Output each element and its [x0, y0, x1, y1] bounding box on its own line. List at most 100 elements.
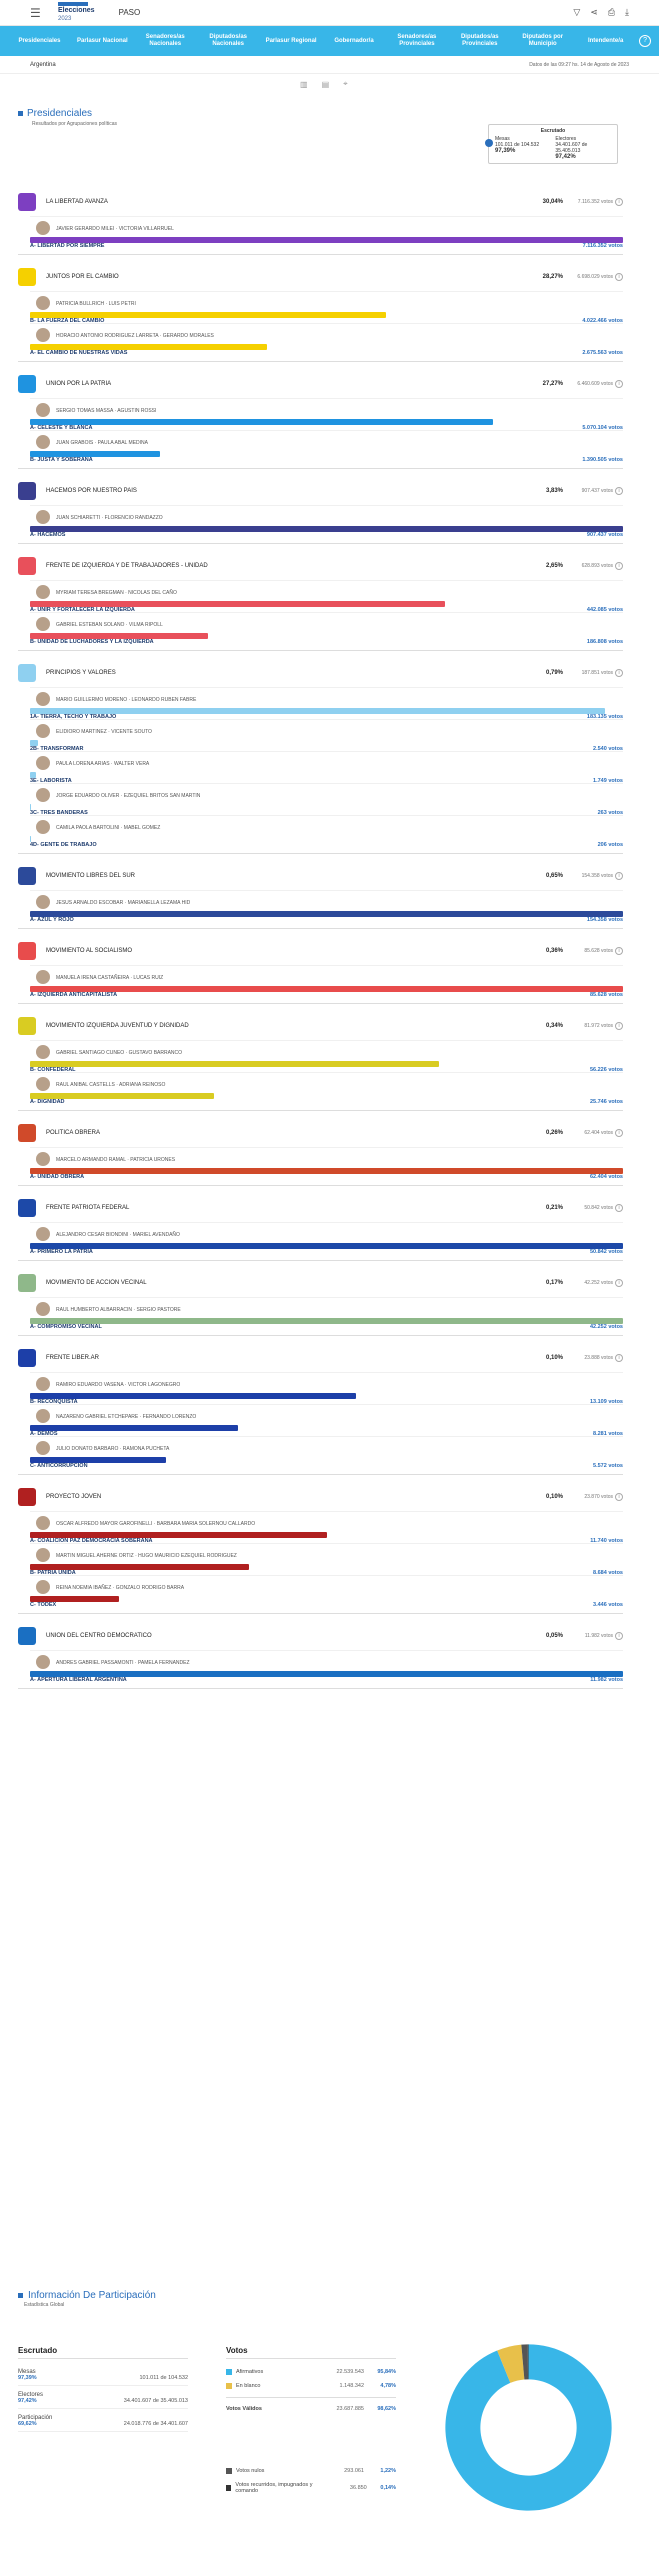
- download-icon[interactable]: ⤓: [625, 7, 629, 17]
- lista-row[interactable]: HORACIO ANTONIO RODRIGUEZ LARRETA · GERA…: [30, 323, 623, 356]
- help-icon[interactable]: ?: [639, 35, 652, 47]
- lista-row[interactable]: JUAN SCHIARETTI · FLORENCIO RANDAZZO A- H…: [30, 505, 623, 538]
- share-icon[interactable]: ⋖: [590, 7, 598, 17]
- candidate-avatar: [36, 1655, 50, 1669]
- print-icon[interactable]: ⎙: [607, 7, 616, 17]
- info-icon[interactable]: i: [615, 669, 623, 677]
- info-icon[interactable]: i: [615, 1129, 623, 1137]
- info-icon[interactable]: i: [615, 947, 623, 955]
- nav-item[interactable]: Diputados/as Provinciales: [460, 34, 499, 47]
- agrupacion-header[interactable]: MOVIMIENTO IZQUIERDA JUVENTUD Y DIGNIDAD…: [18, 1012, 623, 1040]
- agrupacion-block: MOVIMIENTO AL SOCIALISMO 0,36% 85.628 voto…: [18, 937, 623, 1004]
- lista-votes: 8.684 votos: [593, 1570, 623, 1576]
- agrupacion-header[interactable]: PROYECTO JOVEN 0,10% 23.870 votos i: [18, 1483, 623, 1511]
- agrupacion-header[interactable]: FRENTE LIBER.AR 0,10% 23.888 votos i: [18, 1344, 623, 1372]
- agrupacion-header[interactable]: FRENTE DE IZQUIERDA Y DE TRABAJADORES - …: [18, 552, 623, 580]
- agrupacion-header[interactable]: UNION POR LA PATRIA 27,27% 6.460.609 votos…: [18, 370, 623, 398]
- info-icon[interactable]: i: [615, 1632, 623, 1640]
- lista-row[interactable]: PATRICIA BULLRICH · LUIS PETRI B- LA FUER…: [30, 291, 623, 324]
- nav-item[interactable]: Gobernador/a: [334, 37, 374, 44]
- info-icon[interactable]: i: [615, 380, 623, 388]
- lista-row[interactable]: GABRIEL ESTEBAN SOLANO · VILMA RIPOLL B- …: [30, 612, 623, 645]
- lista-row[interactable]: RAUL ANIBAL CASTELLS · ADRIANA REINOSO A-…: [30, 1072, 623, 1105]
- filter-icon[interactable]: ▽: [573, 7, 581, 17]
- agrupacion-votes: 23.870 votos: [584, 1494, 613, 1500]
- info-icon[interactable]: i: [615, 1022, 623, 1030]
- agrupacion-header[interactable]: HACEMOS POR NUESTRO PAIS 3,83% 907.437 vot…: [18, 477, 623, 505]
- lista-row[interactable]: NAZARENO GABRIEL ETCHEPARE · FERNANDO LO…: [30, 1404, 623, 1437]
- nav-item[interactable]: Parlasur Nacional: [77, 37, 128, 44]
- agrupacion-header[interactable]: JUNTOS POR EL CAMBIO 28,27% 6.698.029 voto…: [18, 263, 623, 291]
- agrupacion-name: JUNTOS POR EL CAMBIO: [46, 274, 119, 280]
- lista-row[interactable]: MARCELO ARMANDO RAMAL · PATRICIA URONES A…: [30, 1147, 623, 1180]
- lista-row[interactable]: JAVIER GERARDO MILEI · VICTORIA VILLARRU…: [30, 216, 623, 249]
- info-icon[interactable]: i: [615, 1204, 623, 1212]
- votos-row: Afirmativos 22.539.543 95,84%: [226, 2369, 396, 2375]
- escrutado-row: Mesas 101.011 de 104.532 97,39% Electore…: [495, 136, 611, 160]
- lista-row[interactable]: JULIO DONATO BARBARO · RAMONA PUCHETA C- …: [30, 1436, 623, 1469]
- nav-item[interactable]: Diputados por Municipio: [522, 34, 564, 47]
- lista-votes: 2.675.563 votos: [582, 350, 623, 356]
- lista-row[interactable]: MANUELA IRENA CASTAÑEIRA · LUCAS RUIZ A- …: [30, 965, 623, 998]
- nav-item[interactable]: Parlasur Regional: [265, 37, 317, 44]
- info-icon[interactable]: i: [615, 487, 623, 495]
- hamburger-icon[interactable]: ☰: [30, 5, 41, 20]
- candidates-names: OSCAR ALFREDO MAYOR GAROFINELLI · BARBAR…: [56, 1521, 256, 1527]
- info-icon[interactable]: i: [615, 562, 623, 570]
- lista-row[interactable]: OSCAR ALFREDO MAYOR GAROFINELLI · BARBAR…: [30, 1511, 623, 1544]
- lista-row[interactable]: PAULA LORENA ARIAS · WALTER VERA 3E- LABO…: [30, 751, 623, 784]
- lista-votes: 25.746 votos: [589, 1099, 623, 1105]
- lista-row[interactable]: JUAN GRABOIS · PAULA ABAL MEDINA B- JUSTA…: [30, 430, 623, 463]
- lista-row[interactable]: CAMILA PAOLA BARTOLINI · MABEL GOMEZ 4D- …: [30, 815, 623, 848]
- country-label[interactable]: Argentina: [30, 61, 56, 68]
- candidates-names: JAVIER GERARDO MILEI · VICTORIA VILLARRU…: [56, 226, 174, 232]
- agrupacion-header[interactable]: LA LIBERTAD AVANZA 30,04% 7.116.352 votos i: [18, 188, 623, 216]
- lista-vote-bar: [30, 344, 268, 350]
- nav-item[interactable]: Senadores/as Nacionales: [145, 34, 185, 47]
- info-icon[interactable]: i: [615, 1279, 623, 1287]
- lista-row[interactable]: RAUL HUMBERTO ALBARRACIN · SERGIO PASTOR…: [30, 1297, 623, 1330]
- lista-row[interactable]: JESUS ARNALDO ESCOBAR · MARIANELLA LEZAM…: [30, 890, 623, 923]
- lista-name: B- PATRIA UNIDA: [30, 1570, 76, 1576]
- lista-name: A- AZUL Y ROJO: [30, 917, 74, 923]
- info-icon[interactable]: i: [615, 872, 623, 880]
- agrupacion-header[interactable]: UNION DEL CENTRO DEMOCRATICO 0,05% 11.982 …: [18, 1622, 623, 1650]
- fpf-logo: [18, 1199, 36, 1217]
- info-icon[interactable]: i: [615, 1354, 623, 1362]
- nav-item[interactable]: Senadores/as Provinciales: [397, 34, 437, 47]
- bar-chart-icon[interactable]: ▥: [300, 79, 308, 89]
- mas-logo: [18, 942, 36, 960]
- nav-item[interactable]: Presidenciales: [18, 37, 61, 44]
- lista-vote-bar: [30, 1596, 119, 1602]
- lista-row[interactable]: MARTIN MIGUEL AHERNE ORTIZ · HUGO MAURIC…: [30, 1543, 623, 1576]
- agrupacion-header[interactable]: MOVIMIENTO DE ACCION VECINAL 0,17% 42.252 …: [18, 1269, 623, 1297]
- participacion-subtitle: Estadística Global: [24, 2302, 65, 2308]
- lista-row[interactable]: MARIO GUILLERMO MORENO · LEONARDO RUBEN …: [30, 687, 623, 720]
- agrupacion-header[interactable]: PRINCIPIOS Y VALORES 0,79% 187.851 votos i: [18, 659, 623, 687]
- agrupacion-header[interactable]: MOVIMIENTO LIBRES DEL SUR 0,65% 154.358 vo…: [18, 862, 623, 890]
- elecciones-logo[interactable]: Elecciones 2023: [58, 2, 95, 23]
- nav-item[interactable]: Diputados/as Nacionales: [209, 34, 248, 47]
- lista-row[interactable]: SERGIO TOMAS MASSA · AGUSTIN ROSSI A- CEL…: [30, 398, 623, 431]
- votos-label: Votos recurridos, impugnados y comando: [235, 2482, 313, 2494]
- info-icon[interactable]: i: [615, 1493, 623, 1501]
- lista-row[interactable]: GABRIEL SANTIAGO CUNEO · GUSTAVO BARRANC…: [30, 1040, 623, 1073]
- lista-row[interactable]: ANDRES GABRIEL PASSAMONTI · PAMELA FERNA…: [30, 1650, 623, 1683]
- lista-row[interactable]: JORGE EDUARDO OLIVER · EZEQUIEL BRITOS S…: [30, 783, 623, 816]
- agrupacion-name: LA LIBERTAD AVANZA: [46, 199, 108, 205]
- agrupacion-header[interactable]: POLITICA OBRERA 0,26% 62.404 votos i: [18, 1119, 623, 1147]
- lista-row[interactable]: RAMIRO EDUARDO VASENA · VICTOR LAGONEGRO…: [30, 1372, 623, 1405]
- agrupacion-header[interactable]: MOVIMIENTO AL SOCIALISMO 0,36% 85.628 voto…: [18, 937, 623, 965]
- lista-vote-bar: [30, 1532, 327, 1538]
- lista-row[interactable]: REINA NOEMIA IBAÑEZ · GONZALO RODRIGO BA…: [30, 1575, 623, 1608]
- lista-row[interactable]: ELIDIORO MARTINEZ · VICENTE SOUTO 2B- TRA…: [30, 719, 623, 752]
- info-icon[interactable]: i: [615, 273, 623, 281]
- toggle-knob[interactable]: [485, 139, 493, 147]
- lista-row[interactable]: MYRIAM TERESA BREGMAN · NICOLAS DEL CAÑO…: [30, 580, 623, 613]
- nav-item[interactable]: Intendente/a: [587, 37, 624, 44]
- agrupacion-header[interactable]: FRENTE PATRIOTA FEDERAL 0,21% 50.842 votos…: [18, 1194, 623, 1222]
- info-icon[interactable]: i: [615, 198, 623, 206]
- lista-row[interactable]: ALEJANDRO CESAR BIONDINI · MARIEL AVENDA…: [30, 1222, 623, 1255]
- stats-icon[interactable]: ▤: [321, 79, 330, 89]
- pin-icon[interactable]: ⌖: [343, 79, 348, 88]
